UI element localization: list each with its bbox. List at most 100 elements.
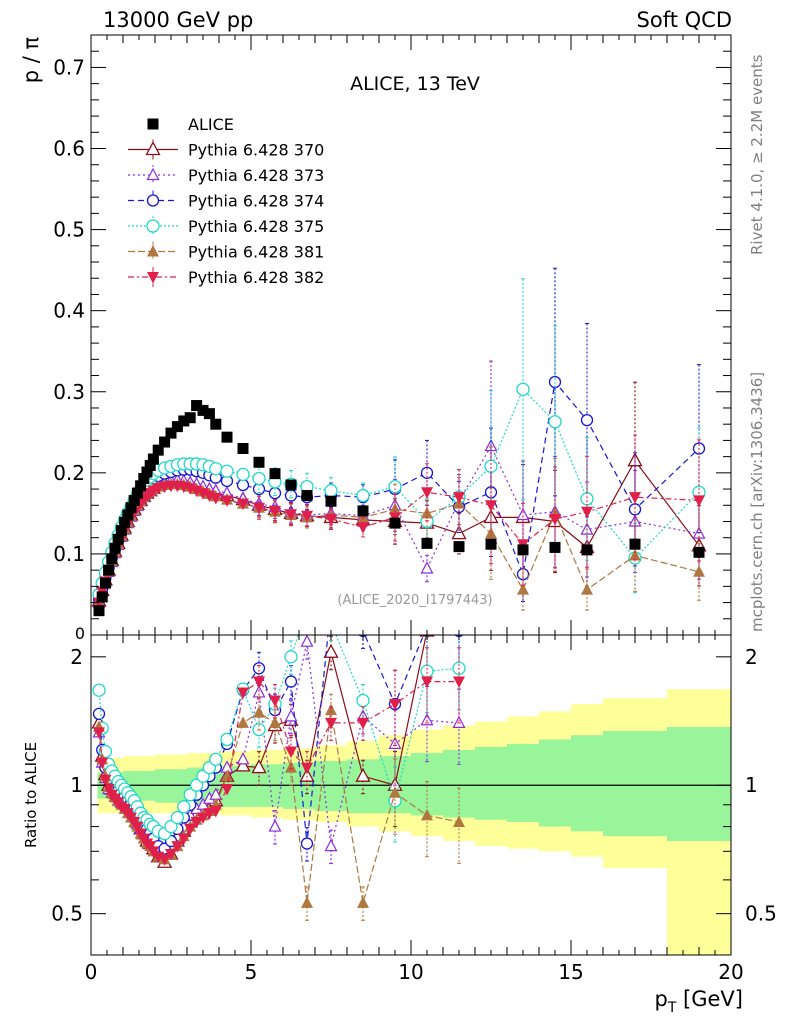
legend-marker xyxy=(146,219,160,233)
data-point xyxy=(115,524,127,536)
data-point xyxy=(209,462,223,476)
data-point xyxy=(629,492,641,504)
ratio-panel: 0.5 0.51 12 20 5 10 15 20 Ratio to ALICE pT [Ge… xyxy=(22,599,777,1016)
data-point xyxy=(269,695,281,707)
x-tick-label: 20 xyxy=(718,960,743,984)
data-point xyxy=(251,759,267,774)
uncertainty-band-stat xyxy=(347,759,380,814)
data-point xyxy=(285,761,297,773)
data-point xyxy=(357,522,369,534)
rivet-label: Rivet 4.1.0, ≥ 2.2M events xyxy=(748,54,766,255)
data-point xyxy=(629,538,641,550)
data-point xyxy=(236,752,250,765)
data-point xyxy=(112,533,124,545)
data-point xyxy=(356,693,370,708)
series-alice xyxy=(93,400,705,617)
data-point xyxy=(203,408,215,420)
uncertainty-band-stat xyxy=(315,760,348,812)
data-point xyxy=(301,602,313,614)
data-point xyxy=(171,421,183,433)
data-point xyxy=(93,727,105,739)
data-point xyxy=(220,464,234,478)
data-point xyxy=(220,732,234,747)
data-point xyxy=(420,561,434,574)
x-tick-label: 5 xyxy=(245,960,258,984)
data-point xyxy=(581,544,593,556)
data-point xyxy=(357,510,369,523)
legend-entry: Pythia 6.428 374 xyxy=(188,192,324,211)
data-point xyxy=(300,635,314,647)
data-point xyxy=(389,517,401,529)
data-point xyxy=(357,717,369,730)
ratio-y-tick-label-right: 1 xyxy=(745,773,758,797)
data-point xyxy=(237,443,249,455)
data-point xyxy=(135,480,147,492)
data-point xyxy=(324,484,338,498)
data-point xyxy=(356,488,370,503)
uncertainty-band-stat xyxy=(443,749,476,818)
data-point xyxy=(122,509,134,521)
y-tick-label: 0.5 xyxy=(53,218,85,242)
data-point xyxy=(629,549,641,561)
data-point xyxy=(323,643,339,658)
data-point xyxy=(236,478,250,492)
data-point xyxy=(284,709,298,722)
data-point xyxy=(197,812,209,825)
data-point xyxy=(152,444,164,456)
data-point xyxy=(581,506,593,519)
data-point xyxy=(326,599,337,610)
data-point xyxy=(516,382,530,396)
x-tick-label: 15 xyxy=(558,960,583,984)
series-line xyxy=(98,483,700,602)
legend-entry: ALICE xyxy=(188,115,234,134)
data-point xyxy=(324,838,338,852)
data-point xyxy=(253,456,265,468)
legend: ALICE Pythia 6.428 370 Pythia 6.428 373 Pyt… xyxy=(128,115,324,287)
data-point xyxy=(125,502,137,514)
y-axis-label: p / π xyxy=(19,36,43,83)
data-point xyxy=(96,591,108,603)
uncertainty-band-stat xyxy=(411,753,444,816)
data-point xyxy=(99,774,112,787)
data-point xyxy=(453,676,465,689)
x-tick-label: 10 xyxy=(398,960,423,984)
data-point xyxy=(357,896,369,908)
y-tick-label: 0.2 xyxy=(53,461,85,485)
data-point xyxy=(209,806,222,818)
data-point xyxy=(96,757,109,770)
data-point xyxy=(253,706,265,718)
data-point xyxy=(92,683,106,697)
data-point xyxy=(285,479,297,491)
data-point xyxy=(628,503,642,516)
data-point xyxy=(189,778,204,792)
data-point xyxy=(209,752,223,766)
data-point xyxy=(235,757,251,772)
data-point xyxy=(190,817,203,829)
data-point xyxy=(357,505,369,517)
data-point xyxy=(516,507,530,521)
uncertainty-band-stat xyxy=(571,735,604,832)
uncertainty-band-stat xyxy=(603,731,668,837)
series-pythia-6-428-375 xyxy=(92,278,706,602)
data-point xyxy=(197,404,209,416)
data-point xyxy=(301,762,313,775)
analysis-tag: (ALICE_2020_I1797443) xyxy=(337,593,492,608)
data-point xyxy=(517,544,529,556)
plot-title: ALICE, 13 TeV xyxy=(350,73,480,95)
data-point xyxy=(325,717,337,730)
data-point xyxy=(581,583,593,595)
legend-marker xyxy=(146,167,160,181)
data-point xyxy=(285,746,297,758)
data-point xyxy=(165,848,177,861)
header-left: 13000 GeV pp xyxy=(103,8,253,32)
data-point xyxy=(453,492,465,504)
data-point xyxy=(580,413,594,427)
x-axis-label-subscript: T xyxy=(667,1000,677,1016)
data-point xyxy=(485,538,497,550)
data-point xyxy=(237,716,249,728)
data-point xyxy=(548,415,562,429)
data-point xyxy=(301,490,313,502)
data-point xyxy=(485,527,497,539)
uncertainty-band-stat xyxy=(475,746,508,820)
x-tick-label: 0 xyxy=(85,960,98,984)
